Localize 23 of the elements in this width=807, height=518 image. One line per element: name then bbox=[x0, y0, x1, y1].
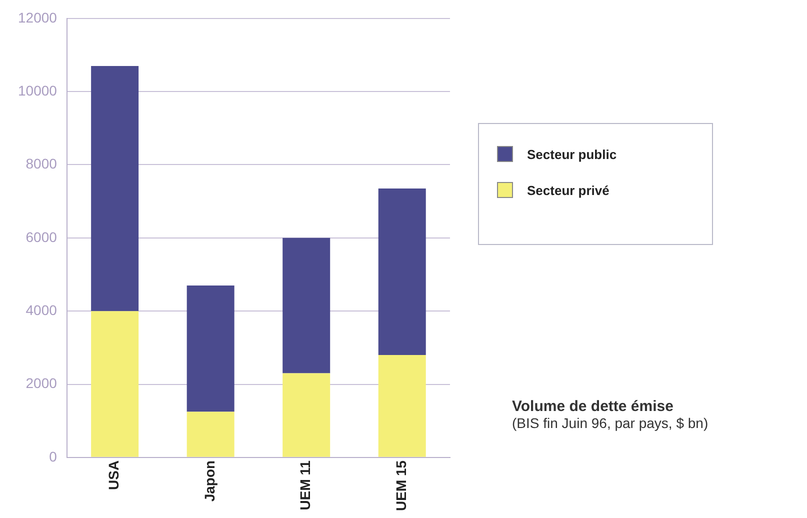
x-tick-label: UEM 15 bbox=[392, 460, 409, 512]
bar bbox=[282, 373, 330, 457]
bar bbox=[282, 238, 330, 374]
bar bbox=[186, 412, 234, 457]
y-tick-label: 2000 bbox=[26, 375, 58, 392]
y-tick-label: 8000 bbox=[26, 156, 58, 172]
legend-label: Secteur privé bbox=[527, 182, 610, 198]
x-tick-label: UEM 11 bbox=[297, 460, 314, 510]
y-tick-label: 6000 bbox=[26, 228, 58, 245]
y-tick-label: 0 bbox=[49, 448, 58, 464]
x-tick-label: Japon bbox=[201, 460, 218, 502]
bar bbox=[378, 188, 426, 355]
bar bbox=[186, 285, 234, 412]
text: Volume de dette émise bbox=[512, 398, 674, 415]
x-tick-label: USA bbox=[106, 460, 122, 490]
y-tick-label: 12000 bbox=[18, 9, 58, 26]
y-tick-label: 4000 bbox=[26, 302, 58, 318]
bar bbox=[91, 66, 139, 312]
text: (BIS fin Juin 96, par pays, $ bn) bbox=[512, 415, 708, 431]
legend-label: Secteur public bbox=[527, 146, 617, 162]
bar bbox=[378, 354, 426, 457]
y-tick-label: 10000 bbox=[18, 82, 58, 98]
bar bbox=[91, 311, 139, 457]
